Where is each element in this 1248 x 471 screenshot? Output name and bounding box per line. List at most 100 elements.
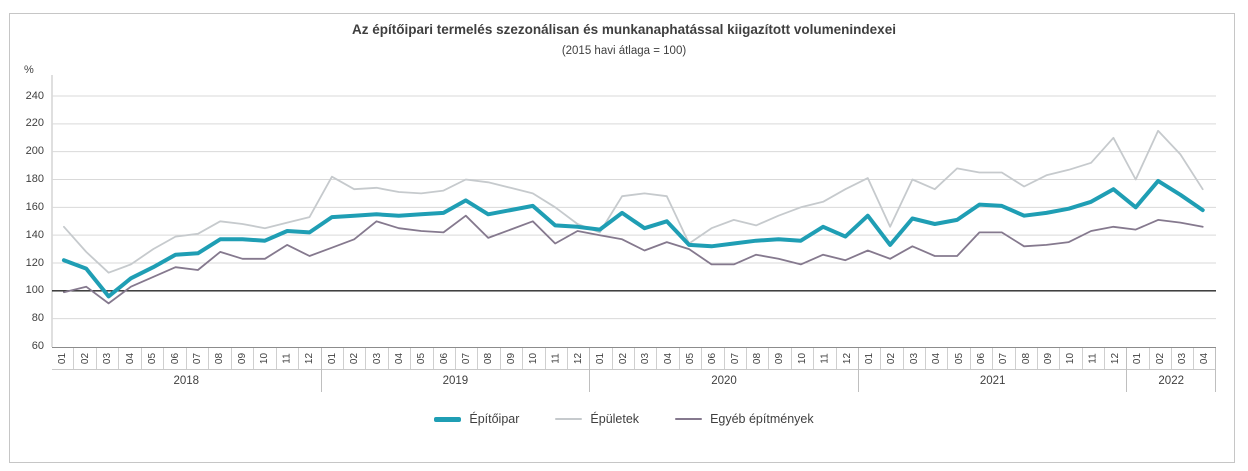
month-tick-label: 01 xyxy=(326,352,338,365)
month-cell: 09 xyxy=(232,348,255,369)
month-tick-label: 08 xyxy=(214,352,226,365)
month-row: 01 02 03 04 05 06 07 08 09 10 11 12 xyxy=(858,348,1127,370)
month-tick-label: 05 xyxy=(147,352,159,365)
month-cell: 01 xyxy=(590,348,613,369)
month-tick-label: 08 xyxy=(483,352,495,365)
legend-line-swatch xyxy=(434,416,462,422)
month-tick-label: 04 xyxy=(393,352,405,365)
month-tick-label: 04 xyxy=(931,352,943,365)
month-tick-label: 02 xyxy=(79,352,91,365)
month-cell: 03 xyxy=(904,348,926,369)
chart-subtitle: (2015 havi átlaga = 100) xyxy=(561,45,687,57)
month-cell: 10 xyxy=(523,348,546,369)
month-tick-label: 03 xyxy=(102,352,114,365)
legend-item-2: Épületek xyxy=(555,412,639,426)
y-tick-label: 80 xyxy=(31,312,44,325)
legend-label: Építőipar xyxy=(469,412,520,426)
month-tick-label: 10 xyxy=(259,352,271,365)
year-label: 2020 xyxy=(711,374,737,387)
month-tick-label: 12 xyxy=(573,352,585,365)
month-tick-label: 06 xyxy=(707,352,719,365)
month-cell: 11 xyxy=(546,348,568,369)
month-cell: 03 xyxy=(1172,348,1194,369)
month-tick-label: 03 xyxy=(908,352,920,365)
legend-line-swatch xyxy=(675,417,703,421)
month-tick-label: 12 xyxy=(304,352,316,365)
x-axis: 01 02 03 04 05 06 07 08 09 10 11 12 2018 01 02 03 04 05 06… xyxy=(52,347,1216,392)
month-cell: 10 xyxy=(254,348,277,369)
year-label: 2022 xyxy=(1158,374,1184,387)
month-cell: 02 xyxy=(74,348,97,369)
y-tick-label: 100 xyxy=(25,284,44,297)
month-cell: 02 xyxy=(1150,348,1172,369)
month-tick-label: 05 xyxy=(416,352,428,365)
month-tick-label: 02 xyxy=(349,352,361,365)
legend-label: Egyéb építmények xyxy=(710,412,814,426)
month-cell: 01 xyxy=(859,348,882,369)
month-tick-label: 04 xyxy=(124,352,136,365)
year-label: 2018 xyxy=(173,374,200,387)
month-cell: 04 xyxy=(119,348,142,369)
month-tick-label: 04 xyxy=(1198,352,1210,365)
month-tick-label: 09 xyxy=(236,352,248,365)
month-cell: 04 xyxy=(1194,348,1215,369)
y-tick-label: 220 xyxy=(25,117,44,130)
series-line-3 xyxy=(63,214,1204,305)
year-group-2019: 01 02 03 04 05 06 07 08 09 10 11 12 2019 xyxy=(320,348,590,392)
series-line-1 xyxy=(61,178,1205,299)
month-cell: 06 xyxy=(702,348,725,369)
month-tick-label: 08 xyxy=(752,352,764,365)
month-cell: 02 xyxy=(881,348,904,369)
month-cell: 11 xyxy=(277,348,300,369)
chart-border-frame xyxy=(9,13,1235,463)
legend-item-3: Egyéb építmények xyxy=(675,412,814,426)
month-cell: 05 xyxy=(142,348,165,369)
month-tick-label: 06 xyxy=(438,352,450,365)
month-cell: 01 xyxy=(52,348,75,369)
y-tick-label: 120 xyxy=(25,256,44,269)
month-tick-label: 02 xyxy=(886,352,898,365)
month-row: 01 02 03 04 05 06 07 08 09 10 11 12 xyxy=(52,348,321,370)
month-cell: 10 xyxy=(1060,348,1083,369)
year-group-2022: 01 02 03 04 2022 xyxy=(1126,348,1216,392)
month-cell: 12 xyxy=(568,348,589,369)
month-tick-label: 09 xyxy=(1043,352,1055,365)
month-cell: 02 xyxy=(344,348,367,369)
month-tick-label: 03 xyxy=(640,352,652,365)
month-tick-label: 10 xyxy=(1065,352,1077,365)
month-cell: 08 xyxy=(209,348,232,369)
month-tick-label: 03 xyxy=(1176,352,1188,365)
month-cell: 12 xyxy=(1105,348,1126,369)
month-tick-label: 11 xyxy=(281,353,293,364)
month-cell: 02 xyxy=(613,348,635,369)
y-tick-label: 60 xyxy=(31,340,44,352)
legend-line-swatch xyxy=(555,417,583,421)
month-cell: 11 xyxy=(814,348,837,369)
month-cell: 09 xyxy=(769,348,792,369)
year-group-2018: 01 02 03 04 05 06 07 08 09 10 11 12 2018 xyxy=(52,348,321,392)
chart-title: Az építőipari termelés szezonálisan és m… xyxy=(352,22,896,37)
month-cell: 07 xyxy=(993,348,1016,369)
month-tick-label: 07 xyxy=(461,352,473,365)
year-group-2021: 01 02 03 04 05 06 07 08 09 10 11 12 2021 xyxy=(857,348,1127,392)
month-tick-label: 12 xyxy=(1110,352,1122,365)
month-cell: 04 xyxy=(926,348,949,369)
month-tick-label: 07 xyxy=(998,352,1010,365)
month-cell: 08 xyxy=(1016,348,1038,369)
month-tick-label: 10 xyxy=(528,352,540,365)
month-cell: 03 xyxy=(635,348,658,369)
month-cell: 07 xyxy=(187,348,210,369)
y-tick-label: 140 xyxy=(25,228,44,241)
month-cell: 06 xyxy=(971,348,994,369)
month-tick-label: 10 xyxy=(796,352,808,365)
month-tick-label: 12 xyxy=(841,352,853,365)
month-tick-label: 01 xyxy=(1132,352,1144,365)
month-cell: 12 xyxy=(299,348,320,369)
month-tick-label: 03 xyxy=(371,352,383,365)
y-axis-unit-label: % xyxy=(24,64,34,76)
y-tick-label: 240 xyxy=(25,89,44,102)
month-tick-label: 02 xyxy=(617,352,629,365)
month-cell: 08 xyxy=(478,348,501,369)
